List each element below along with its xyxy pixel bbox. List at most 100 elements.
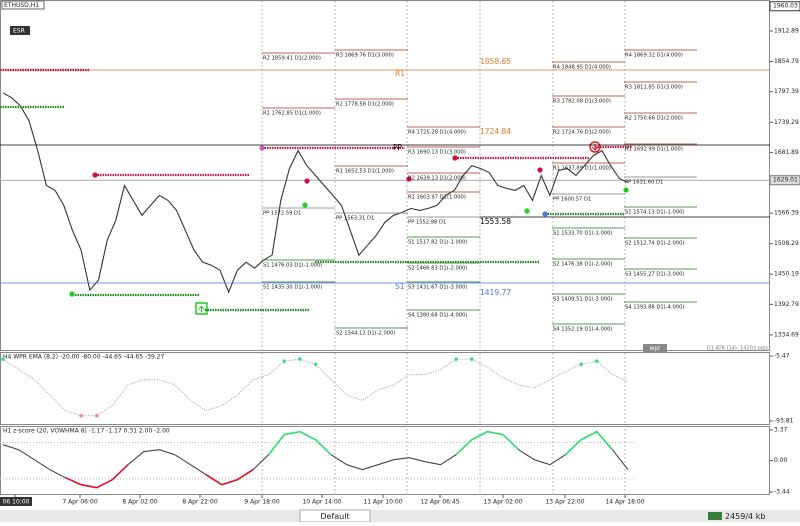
pivot-label: S2 1476.38 D1(-2.000) [553,262,612,268]
zscore-extreme [65,476,82,486]
pivot-label: R4 1869.32 D1(4.000) [625,53,683,59]
zscore-extreme [596,431,613,451]
pivot-label: R1 1637.89 D1(1.000) [553,166,611,172]
pivot-label: S4 1393.88 D1(-4.000) [625,305,684,311]
pivot-label: S3 1431.67 D1(-3.000) [408,285,467,291]
tab-label[interactable]: Default [320,512,349,521]
pivot-label: R1 1603.97 D1(1.000) [408,195,466,201]
pivot-label: S4 1352.19 D1(-4.000) [553,327,612,333]
pivot-label: S2 1512.74 D1(-2.000) [625,241,684,247]
pivot-label: S2 1344.12 D1(-2.000) [336,331,395,337]
pivot-label: R3 1811.85 D1(3.000) [625,85,683,91]
zscore-extreme [111,464,129,481]
y-tick-label: 1392.79 [774,301,799,308]
wpr-panel [0,352,770,425]
zscore-extreme [221,478,238,486]
time-label: 11 Apr 10:00 [363,499,402,506]
pivot-label: R1 1652.53 D1(1.000) [336,169,394,175]
zscore-extreme [471,430,488,441]
time-label: 8 Apr 22:00 [182,499,217,506]
pivot-label: PP 1572.59 D1 [263,211,301,217]
level-label: 1858.65 [480,57,511,66]
y-tick-label: 1508.29 [774,240,799,247]
atr-label: D1 ATR (14): 14203 pips [707,346,769,352]
pivot-label: S1 1435.30 D1(-1.000) [263,285,322,291]
pivot-label: S1 1476.03 D1(-1.000) [263,263,322,269]
time-label: 9 Apr 18:00 [244,499,279,506]
pivot-label: PP 1600.57 D1 [553,197,591,203]
signal-dot [92,172,98,178]
level-label: 1553.58 [480,217,511,226]
pivot-label: R2 1639.13 D1(2.000) [408,176,466,182]
memory-label: 2459/4 kb [725,512,765,521]
symbol: ETHUSD,H1 [4,2,39,9]
top-price-box [769,1,800,12]
y-tick-label: 1739.29 [774,119,799,126]
time-label: 10 Apr 14:00 [302,499,341,506]
status-bar [0,510,800,522]
signal-dot [304,178,310,184]
pivot-label: S4 1380.68 D1(-4.000) [408,313,467,319]
zscore-extreme [236,469,254,481]
y-tick-label: 1681.89 [774,149,799,156]
pivot-label: R4 1725.28 D1(4.000) [408,130,466,136]
time-label: 06 10:00 [3,499,30,506]
signal-dot [524,208,530,214]
y-tick-label: 1566.39 [774,210,799,217]
signal-dot [623,187,629,193]
pivot-label: R2 1724.76 D1(2.000) [553,130,611,136]
pivot-label: S3 1455.27 D1(-3.000) [625,272,684,278]
y-tick-label: -5.47 [774,353,790,360]
signal-dot [259,145,265,151]
level-label: PP [393,143,403,152]
time-label: 13 Apr 02:00 [483,499,522,506]
price-line [2,92,629,294]
pivot-label: R2 1778.58 D1(2.000) [336,102,394,108]
signal-dot [452,155,458,161]
level-label: R1 [395,69,405,78]
wpr-dot [594,359,599,363]
pivot-label: R1 1762.85 D1(1.000) [263,111,321,117]
badge-box [10,26,30,35]
level-label: S1 [395,282,405,291]
wpr-dot [1,357,5,361]
wpr-dot [313,362,318,367]
zscore-extreme [284,430,301,436]
zscore-extreme [502,434,520,451]
zscore-extreme [96,478,113,489]
time-label: 7 Apr 06:00 [62,499,97,506]
pivot-label: S1 1533.70 D1(-1.000) [553,231,612,237]
zscore-panel [0,426,770,495]
indicator-tag: wpr [649,345,661,352]
y-tick-label: 0.00 [774,457,788,464]
signal-dot [69,291,75,297]
y-tick-label: -93.81 [774,418,794,425]
pivot-label: S1 1517.82 D1(-1.000) [408,240,467,246]
wpr-dot [94,414,99,418]
zscore-extreme [487,430,504,436]
wpr-dot [282,359,287,363]
pivot-label: S3 1409.51 D1(-3.000) [553,297,612,303]
symbol-box [1,0,45,10]
zscore-extreme [80,483,97,489]
time-label: 8 Apr 02:00 [122,499,157,506]
time-label: 14 Apr 18:00 [605,499,644,506]
pivot-label: R2 1859.41 D1(2.000) [263,56,321,62]
zscore-extreme [580,430,598,441]
wpr-dot [454,357,458,361]
y-tick-label: 1797.39 [774,88,799,95]
level-label: 1724.84 [480,127,511,136]
pivot-label: PP 1631.60 D1 [625,180,663,186]
pivot-label: PP 1552.98 D1 [408,220,446,226]
time-label: 13 Apr 22:00 [545,499,584,506]
current-price: 1629.01 [773,177,798,184]
wpr-dot [579,362,583,367]
pivot-label: R2 1750.66 D1(2.000) [625,116,683,122]
time-box [0,497,32,506]
signal-dot [542,211,548,217]
pivot-label: R3 1869.76 D1(3.000) [336,53,394,59]
pivot-label: R1 1692.99 D1(1.000) [625,147,683,153]
memory-icon [708,512,722,520]
y-tick-label: 1912.89 [774,28,799,35]
